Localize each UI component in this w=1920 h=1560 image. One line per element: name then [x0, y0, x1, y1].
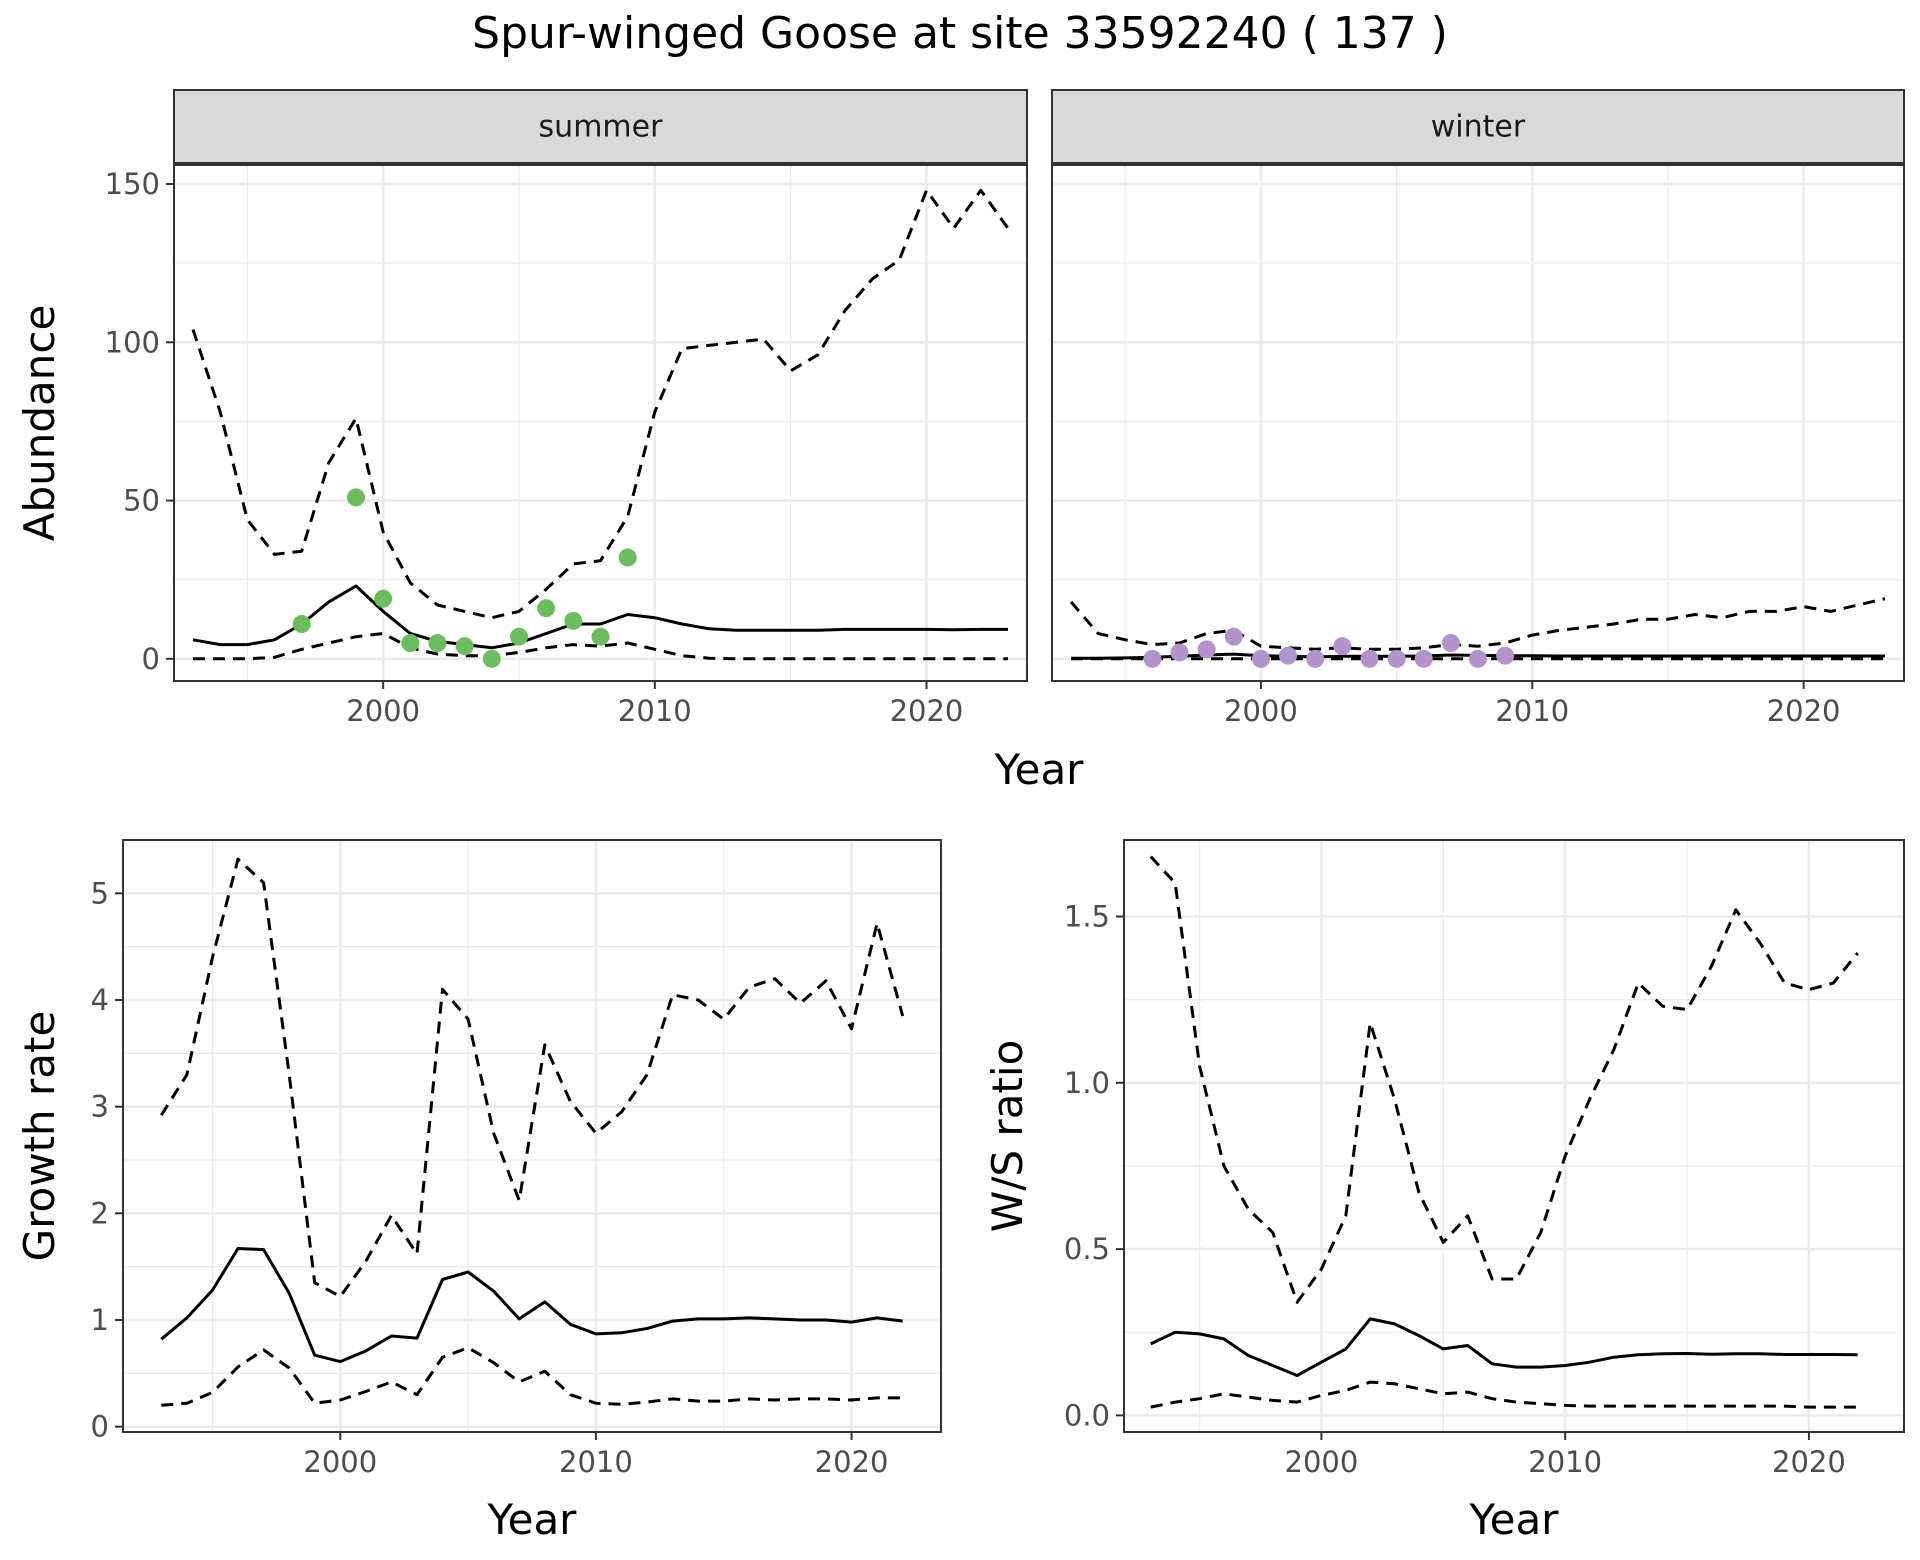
x-tick-label: 2020 — [1772, 1445, 1846, 1479]
observation-point — [1441, 634, 1460, 653]
upper-bound-line — [191, 188, 1010, 620]
lower-bound-line — [193, 632, 1008, 661]
y-tick-label: 0.5 — [1064, 1232, 1110, 1266]
panel-background — [1124, 840, 1904, 1432]
observation-point — [1224, 627, 1243, 646]
observation-point — [591, 627, 610, 646]
panel-abundance-summer: summer 2000 2010 2020 0 50 100 150 — [105, 89, 1028, 728]
observation-point — [428, 634, 447, 653]
panel-background — [123, 840, 941, 1432]
observation-point — [401, 634, 420, 653]
ratio-y-axis-title: W/S ratio — [983, 1040, 1032, 1233]
panel-border — [122, 839, 942, 1433]
y-tick-label: 2 — [91, 1196, 109, 1230]
lower-bound-line — [161, 1346, 903, 1407]
x-tick-label: 2010 — [559, 1445, 633, 1479]
observation-point — [1469, 649, 1487, 668]
x-tick-label: 2000 — [1224, 694, 1298, 728]
y-tick-label: 0.0 — [1064, 1398, 1110, 1432]
x-tick-label: 2000 — [346, 694, 420, 728]
observation-point — [1279, 646, 1298, 665]
panel-growth: 2000 2010 2020 0 1 2 3 4 5 — [91, 839, 942, 1479]
strip-background — [1051, 89, 1905, 164]
median-line — [192, 584, 1008, 650]
observation-point — [1333, 637, 1352, 656]
x-tick-label: 2010 — [1495, 694, 1569, 728]
observation-point — [1496, 646, 1515, 665]
observation-point — [1170, 643, 1189, 662]
growth-x-axis-title: Year — [487, 1495, 578, 1544]
observation-point — [1306, 649, 1325, 668]
observation-point — [374, 589, 393, 608]
ratio-x-axis-title: Year — [1469, 1495, 1560, 1544]
x-tick-label: 2010 — [618, 694, 692, 728]
panel-border — [1123, 839, 1905, 1433]
observation-point — [1414, 649, 1433, 668]
y-tick-label: 4 — [91, 983, 109, 1017]
observation-point — [564, 611, 583, 630]
median-line — [1150, 1317, 1858, 1377]
observation-point — [618, 548, 637, 567]
y-tick-label: 3 — [91, 1090, 109, 1124]
figure-title: Spur-winged Goose at site 33592240 ( 137… — [472, 8, 1448, 59]
abundance-x-axis-title: Year — [994, 745, 1085, 794]
observation-point — [1360, 649, 1379, 668]
upper-bound-line — [1069, 597, 1886, 651]
upper-bound-line — [160, 857, 905, 1298]
strip-label: winter — [1431, 110, 1526, 145]
y-tick-label: 1.5 — [1064, 899, 1110, 933]
panel-background — [174, 165, 1027, 681]
observation-point — [510, 627, 529, 646]
panel-border — [173, 164, 1028, 682]
y-tick-label: 50 — [123, 484, 160, 518]
median-line — [160, 1247, 903, 1364]
panel-background — [1052, 165, 1904, 681]
x-tick-label: 2010 — [1528, 1445, 1602, 1479]
y-tick-label: 100 — [105, 325, 160, 359]
observation-point — [537, 599, 556, 618]
panel-border — [1051, 164, 1905, 682]
x-tick-label: 2000 — [1285, 1445, 1359, 1479]
observation-point — [1251, 649, 1270, 668]
x-tick-label: 2020 — [1767, 694, 1841, 728]
panel-ratio: 2000 2010 2020 0.0 0.5 1.0 1.5 — [1064, 839, 1905, 1479]
y-tick-label: 1 — [91, 1303, 109, 1337]
x-tick-label: 2020 — [815, 1445, 889, 1479]
observation-point — [1143, 649, 1162, 668]
observation-point — [292, 615, 311, 634]
observation-point — [347, 488, 366, 507]
y-tick-label: 150 — [105, 167, 160, 201]
strip-label: summer — [539, 110, 664, 145]
observation-point — [1387, 649, 1406, 668]
y-tick-label: 1.0 — [1064, 1066, 1110, 1100]
y-tick-label: 0 — [142, 642, 160, 676]
x-tick-label: 2020 — [890, 694, 964, 728]
panel-abundance-winter: winter 2000 2010 2020 — [1051, 89, 1905, 728]
observation-point — [482, 649, 501, 668]
strip-background — [173, 89, 1028, 164]
x-tick-label: 2000 — [303, 1445, 377, 1479]
lower-bound-line — [1150, 1380, 1858, 1409]
y-tick-label: 0 — [91, 1410, 109, 1444]
observation-point — [1197, 640, 1216, 659]
upper-bound-line — [1149, 855, 1859, 1304]
abundance-y-axis-title: Abundance — [15, 305, 64, 542]
growth-y-axis-title: Growth rate — [15, 1011, 64, 1262]
observation-point — [455, 637, 474, 656]
y-tick-label: 5 — [91, 876, 109, 910]
